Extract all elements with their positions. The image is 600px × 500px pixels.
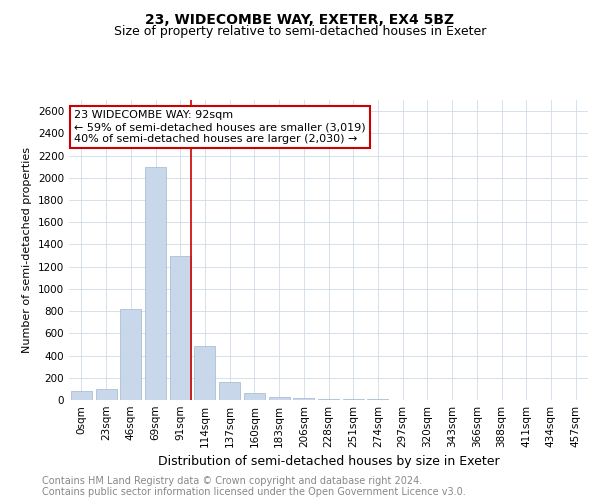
Y-axis label: Number of semi-detached properties: Number of semi-detached properties bbox=[22, 147, 32, 353]
Text: Size of property relative to semi-detached houses in Exeter: Size of property relative to semi-detach… bbox=[114, 25, 486, 38]
Bar bbox=[194, 346, 215, 400]
Text: Contains HM Land Registry data © Crown copyright and database right 2024.: Contains HM Land Registry data © Crown c… bbox=[42, 476, 422, 486]
Text: 23 WIDECOMBE WAY: 92sqm
← 59% of semi-detached houses are smaller (3,019)
40% of: 23 WIDECOMBE WAY: 92sqm ← 59% of semi-de… bbox=[74, 110, 366, 144]
Bar bbox=[244, 394, 265, 400]
Bar bbox=[269, 396, 290, 400]
Bar bbox=[219, 382, 240, 400]
Text: 23, WIDECOMBE WAY, EXETER, EX4 5BZ: 23, WIDECOMBE WAY, EXETER, EX4 5BZ bbox=[145, 12, 455, 26]
Bar bbox=[293, 398, 314, 400]
Bar bbox=[120, 309, 141, 400]
Bar bbox=[71, 391, 92, 400]
X-axis label: Distribution of semi-detached houses by size in Exeter: Distribution of semi-detached houses by … bbox=[158, 456, 499, 468]
Bar bbox=[145, 166, 166, 400]
Text: Contains public sector information licensed under the Open Government Licence v3: Contains public sector information licen… bbox=[42, 487, 466, 497]
Bar bbox=[170, 256, 191, 400]
Bar bbox=[318, 399, 339, 400]
Bar bbox=[95, 389, 116, 400]
